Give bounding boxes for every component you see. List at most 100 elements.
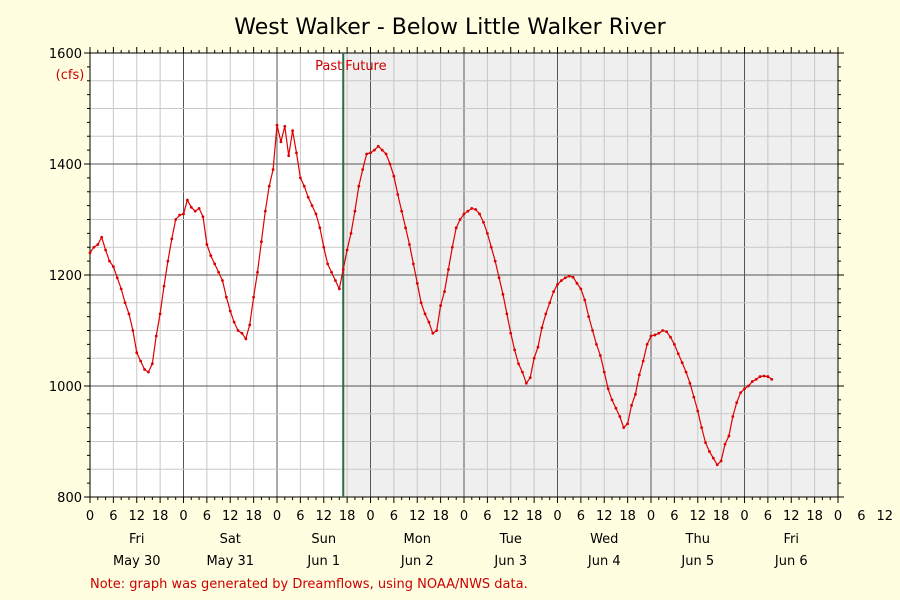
x-tick-label: 12 [596,509,613,524]
series-point [240,331,244,335]
day-name-label: Wed [590,532,618,547]
series-point [497,276,501,280]
series-point [622,426,626,430]
series-point [392,174,396,178]
series-point [209,254,213,257]
x-tick-label: 18 [619,509,636,524]
x-tick-label: 6 [203,509,211,524]
series-point [602,370,606,374]
series-point [100,235,104,239]
series-point [532,356,536,360]
series-flow [88,123,774,467]
series-point [96,243,100,246]
day-date-label: Jun 3 [493,554,527,569]
series-point [447,268,450,271]
series-point [462,212,466,216]
series-point [719,459,723,463]
series-point [298,176,302,180]
series-point [143,367,146,371]
series-point [482,220,485,224]
series-point [279,140,283,144]
series-point [610,398,614,402]
series-point [485,231,489,235]
series-point [217,270,220,274]
series-point [626,422,630,426]
series-point [162,284,166,288]
series-point [536,345,540,349]
x-tick-label: 12 [222,509,239,524]
series-point [439,304,443,307]
series-point [318,226,322,230]
future-label: Future [345,59,386,74]
series-point [766,375,770,378]
series-point [267,184,271,188]
series-point [634,392,637,396]
series-point [408,243,411,246]
series-point [345,248,349,252]
day-name-label: Fri [129,532,145,547]
series-point [314,212,318,216]
series-point [341,268,345,271]
x-tick-label: 12 [409,509,426,524]
series-point [735,401,739,405]
x-tick-label: 12 [128,509,145,524]
series-point [493,259,497,263]
series-point [396,193,400,196]
series-point [618,415,622,418]
series-point [111,265,115,269]
series-point [154,334,158,338]
series-point [224,295,228,299]
series-point [649,334,653,338]
series-point [291,129,294,133]
day-date-label: Jun 6 [774,554,808,569]
series-point [415,281,419,285]
x-tick-label: 18 [152,509,169,524]
series-point [353,209,357,213]
series-point [746,384,750,388]
series-point [743,387,746,391]
x-tick-label: 6 [390,509,398,524]
series-point [575,281,579,285]
series-point [283,124,287,128]
series-point [170,237,174,241]
series-point [115,276,119,280]
series-point [213,262,217,266]
series-point [380,148,384,152]
y-tick-label: 1200 [49,269,82,284]
series-point [478,212,481,216]
x-tick-label: 0 [86,509,94,524]
series-point [665,330,668,334]
series-point [641,359,645,363]
x-tick-label: 0 [553,509,561,524]
series-point [287,154,291,158]
series-point [466,209,470,213]
x-tick-label: 6 [483,509,491,524]
series-point [147,370,150,374]
series-point [653,333,657,337]
series-point [435,329,439,332]
series-point [715,463,719,467]
y-tick-label: 1600 [49,47,82,62]
series-point [158,312,162,316]
series-point [731,415,735,418]
x-tick-label: 0 [460,509,468,524]
x-tick-label: 0 [647,509,655,524]
series-point [587,315,591,319]
series-point [672,342,676,346]
series-point [182,212,185,216]
chart-title: West Walker - Below Little Walker River [234,15,666,40]
series-point [637,373,641,377]
x-tick-label: 6 [764,509,772,524]
series-point [334,279,337,282]
series-point [723,442,727,446]
series-point [326,262,330,266]
series-point [443,290,446,294]
series-point [135,351,139,355]
series-point [517,362,520,366]
series-point [688,381,692,385]
series-point [540,326,544,330]
series-point [754,377,758,381]
x-tick-labels: 0 6 12 18 0 6 12 18 0 6 12 18 0 6 12 18 0 6 12 18 0 6 12 18 0 6 12… [86,509,900,524]
series-point [548,301,552,305]
series-point [178,213,182,217]
